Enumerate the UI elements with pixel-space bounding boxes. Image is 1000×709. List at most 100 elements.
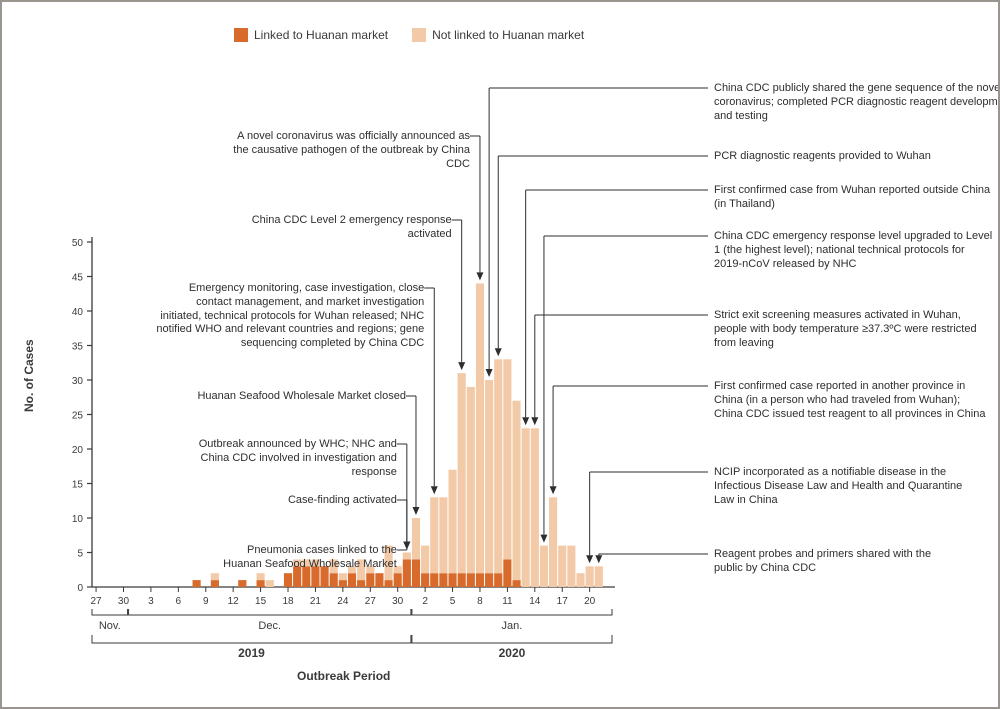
bar-linked: [430, 573, 438, 587]
svg-text:2020: 2020: [499, 646, 526, 660]
annotation-text: China CDC publicly shared the gene seque…: [714, 82, 1000, 123]
bar-linked: [375, 573, 383, 587]
x-axis-label: Outbreak Period: [297, 669, 390, 683]
bar-not-linked: [403, 553, 411, 560]
svg-text:2: 2: [422, 596, 428, 607]
x-ticks: 27303691215182124273025811141720: [91, 587, 596, 607]
svg-text:40: 40: [72, 307, 84, 318]
annotation-text: Pneumonia cases linked to the Huanan Sea…: [207, 544, 397, 572]
annotation-text: PCR diagnostic reagents provided to Wuha…: [714, 150, 1000, 164]
bar-linked: [421, 573, 429, 587]
bar-linked: [503, 559, 511, 587]
bar-not-linked: [567, 546, 575, 587]
year-brackets: 2019 2020: [92, 635, 612, 660]
svg-text:8: 8: [477, 596, 483, 607]
annotation-text: A novel coronavirus was officially annou…: [230, 130, 470, 171]
bar-linked: [448, 573, 456, 587]
bar-not-linked: [540, 546, 548, 587]
svg-text:12: 12: [228, 596, 240, 607]
svg-text:6: 6: [176, 596, 182, 607]
svg-text:Nov.: Nov.: [99, 620, 121, 632]
bar-not-linked: [522, 428, 530, 587]
bar-not-linked: [485, 380, 493, 573]
bar-not-linked: [549, 497, 557, 587]
svg-text:18: 18: [282, 596, 294, 607]
annotation-text: Case-finding activated: [197, 494, 397, 508]
bar-not-linked: [430, 497, 438, 573]
svg-text:30: 30: [392, 596, 404, 607]
bar-not-linked: [458, 373, 466, 573]
svg-text:30: 30: [118, 596, 130, 607]
svg-text:45: 45: [72, 273, 84, 284]
svg-text:24: 24: [337, 596, 349, 607]
bar-linked: [512, 580, 520, 587]
svg-text:35: 35: [72, 342, 84, 353]
svg-text:15: 15: [72, 480, 84, 491]
bar-linked: [284, 573, 292, 587]
svg-text:Jan.: Jan.: [502, 620, 523, 632]
bar-not-linked: [476, 283, 484, 573]
svg-text:2019: 2019: [238, 646, 265, 660]
bar-linked: [348, 573, 356, 587]
svg-text:15: 15: [255, 596, 267, 607]
bar-not-linked: [439, 497, 447, 573]
svg-text:14: 14: [529, 596, 541, 607]
bar-not-linked: [576, 573, 584, 587]
svg-text:27: 27: [365, 596, 377, 607]
bar-not-linked: [412, 518, 420, 559]
y-axis-label: No. of Cases: [22, 339, 36, 412]
svg-text:11: 11: [502, 596, 513, 607]
bar-not-linked: [531, 428, 539, 587]
annotation-text: Reagent probes and primers shared with t…: [714, 548, 954, 576]
bar-linked: [257, 580, 265, 587]
svg-text:20: 20: [72, 445, 84, 456]
bar-not-linked: [257, 573, 265, 580]
bar-linked: [412, 559, 420, 587]
bar-not-linked: [467, 387, 475, 573]
bar-not-linked: [448, 470, 456, 574]
bar-not-linked: [211, 573, 219, 580]
svg-text:3: 3: [148, 596, 154, 607]
bar-linked: [357, 580, 365, 587]
annotation-text: Huanan Seafood Wholesale Market closed: [196, 390, 406, 404]
bar-linked: [439, 573, 447, 587]
bar-not-linked: [512, 401, 520, 580]
svg-text:0: 0: [77, 583, 83, 594]
svg-text:20: 20: [584, 596, 596, 607]
bar-linked: [467, 573, 475, 587]
bar-linked: [494, 573, 502, 587]
bar-linked: [238, 580, 246, 587]
bar-linked: [394, 573, 402, 587]
bar-linked: [366, 573, 374, 587]
svg-text:25: 25: [72, 411, 84, 422]
svg-text:50: 50: [72, 238, 84, 249]
bar-linked: [485, 573, 493, 587]
bar-not-linked: [339, 573, 347, 580]
bar-not-linked: [266, 580, 274, 587]
annotation-text: Strict exit screening measures activated…: [714, 309, 994, 350]
svg-text:5: 5: [77, 549, 83, 560]
svg-text:10: 10: [72, 514, 84, 525]
bar-not-linked: [503, 359, 511, 559]
bar-linked: [339, 580, 347, 587]
y-ticks: 0 5 10 15 20 25 30 35 40 45 50: [72, 238, 92, 594]
annotation-text: Outbreak announced by WHC; NHC and China…: [177, 438, 397, 479]
svg-text:17: 17: [557, 596, 569, 607]
bar-not-linked: [421, 546, 429, 574]
svg-text:9: 9: [203, 596, 209, 607]
bar-not-linked: [558, 546, 566, 587]
annotation-text: Emergency monitoring, case investigation…: [154, 282, 424, 351]
bar-linked: [458, 573, 466, 587]
figure-container: Linked to Huanan market Not linked to Hu…: [0, 0, 1000, 709]
svg-text:30: 30: [72, 376, 84, 387]
svg-text:27: 27: [91, 596, 103, 607]
bar-linked: [330, 573, 338, 587]
annotation-text: First confirmed case from Wuhan reported…: [714, 184, 994, 212]
bar-not-linked: [595, 566, 603, 587]
bar-linked: [211, 580, 219, 587]
annotation-text: China CDC emergency response level upgra…: [714, 230, 994, 271]
bar-not-linked: [586, 566, 594, 587]
bar-linked: [384, 580, 392, 587]
bar-not-linked: [494, 359, 502, 573]
svg-text:5: 5: [450, 596, 456, 607]
